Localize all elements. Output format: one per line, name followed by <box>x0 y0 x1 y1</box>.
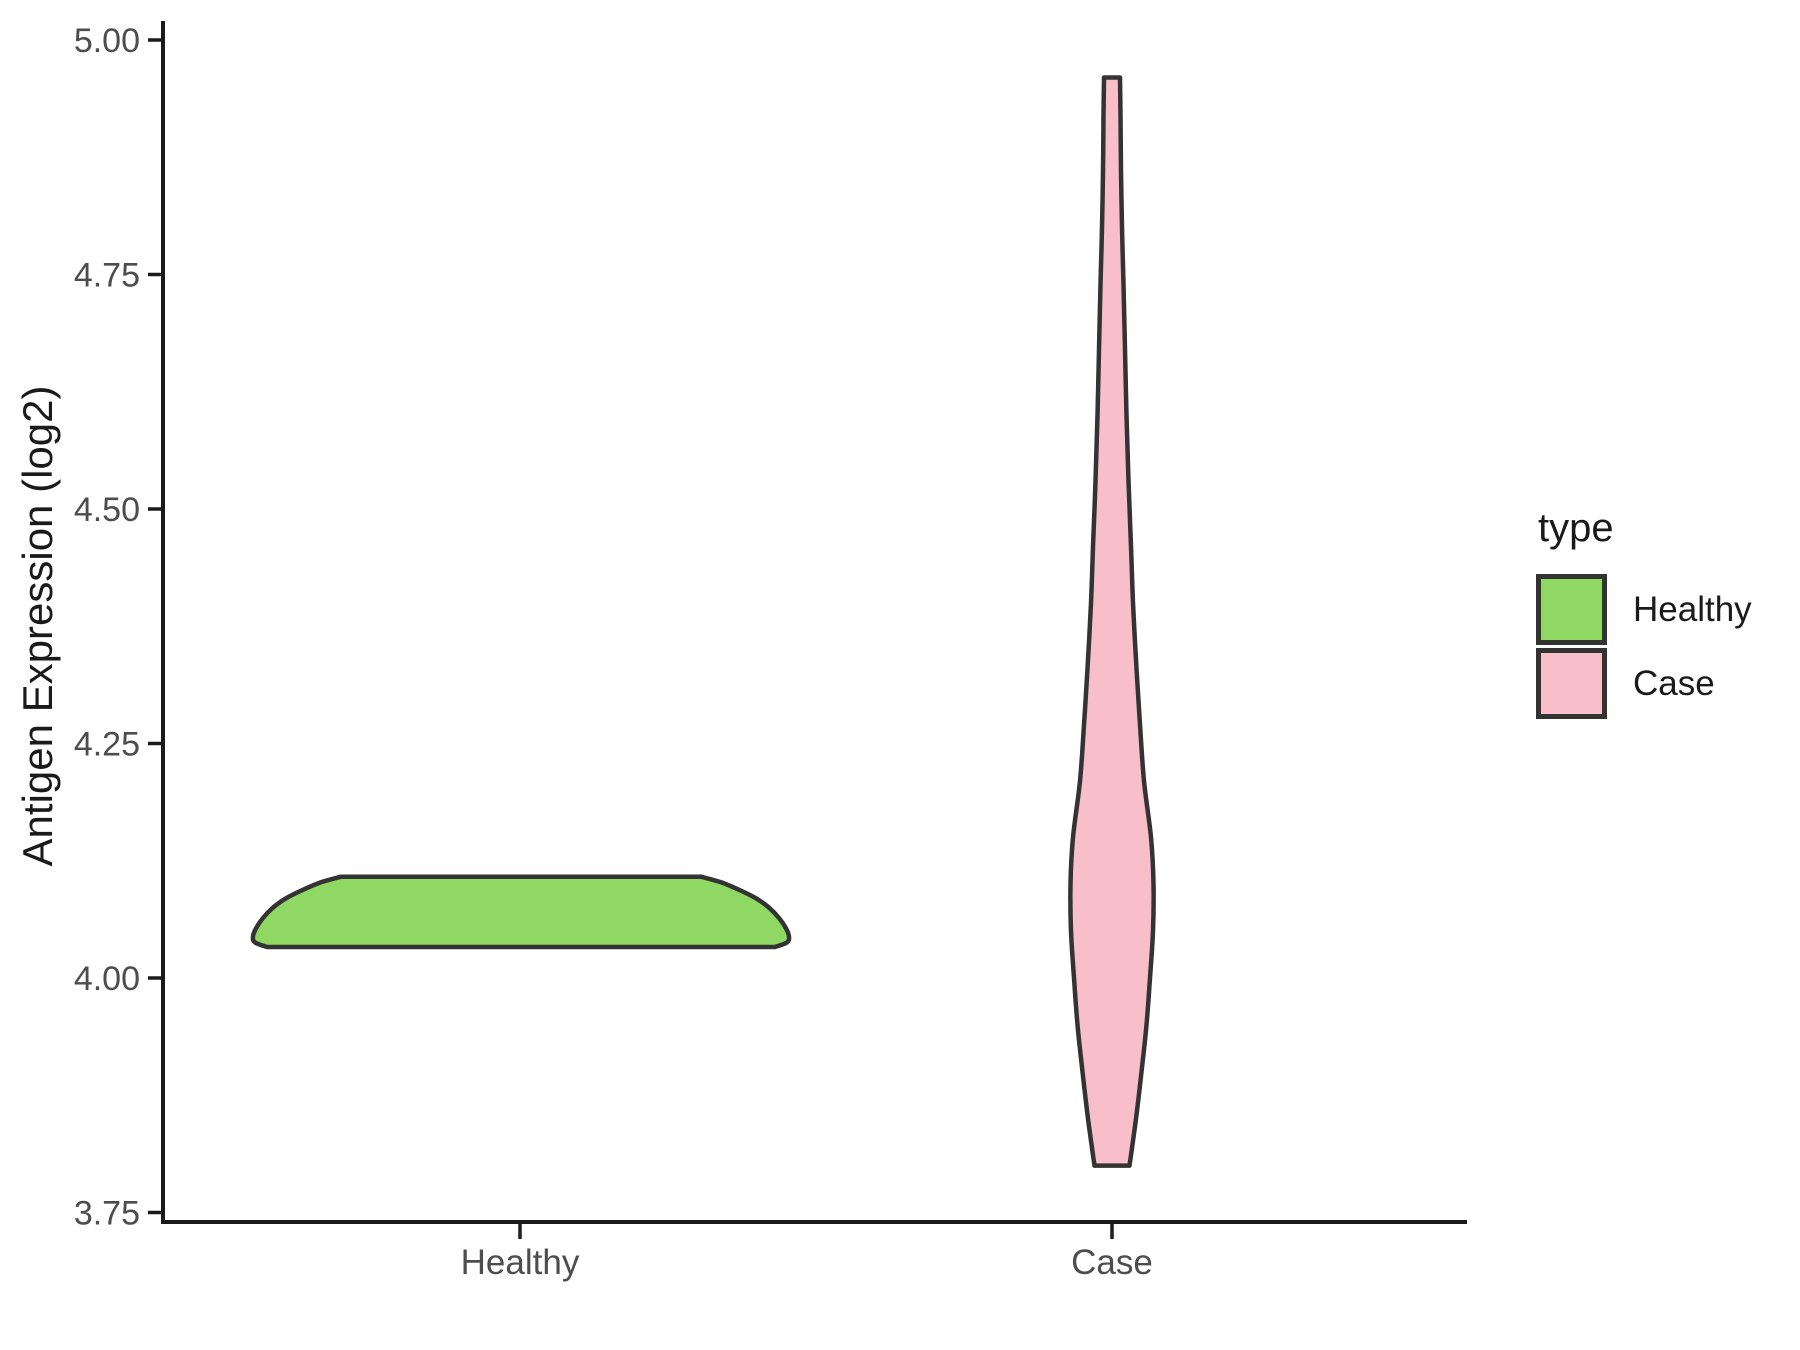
legend-label-case: Case <box>1633 663 1715 703</box>
y-tick-label: 3.75 <box>74 1195 140 1233</box>
violin-healthy <box>250 874 792 950</box>
y-tick-label: 4.75 <box>74 257 140 295</box>
y-tick-label: 4.50 <box>74 491 140 529</box>
legend-label-healthy: Healthy <box>1633 589 1752 629</box>
legend-title: type <box>1538 506 1614 550</box>
legend: type Healthy Case <box>1536 506 1752 722</box>
y-axis-title: Antigen Expression (log2) <box>14 386 61 867</box>
violin-case <box>1068 75 1156 1168</box>
y-tick-label: 5.00 <box>74 22 140 60</box>
legend-item-case: Case <box>1536 648 1752 719</box>
legend-swatch-healthy <box>1536 574 1607 645</box>
x-tick-label: Case <box>1071 1243 1153 1282</box>
y-tick-label: 4.25 <box>74 726 140 764</box>
y-tick-label: 4.00 <box>74 960 140 998</box>
x-tick-label: Healthy <box>461 1243 580 1282</box>
legend-swatch-case <box>1536 648 1607 719</box>
legend-item-healthy: Healthy <box>1536 574 1752 645</box>
